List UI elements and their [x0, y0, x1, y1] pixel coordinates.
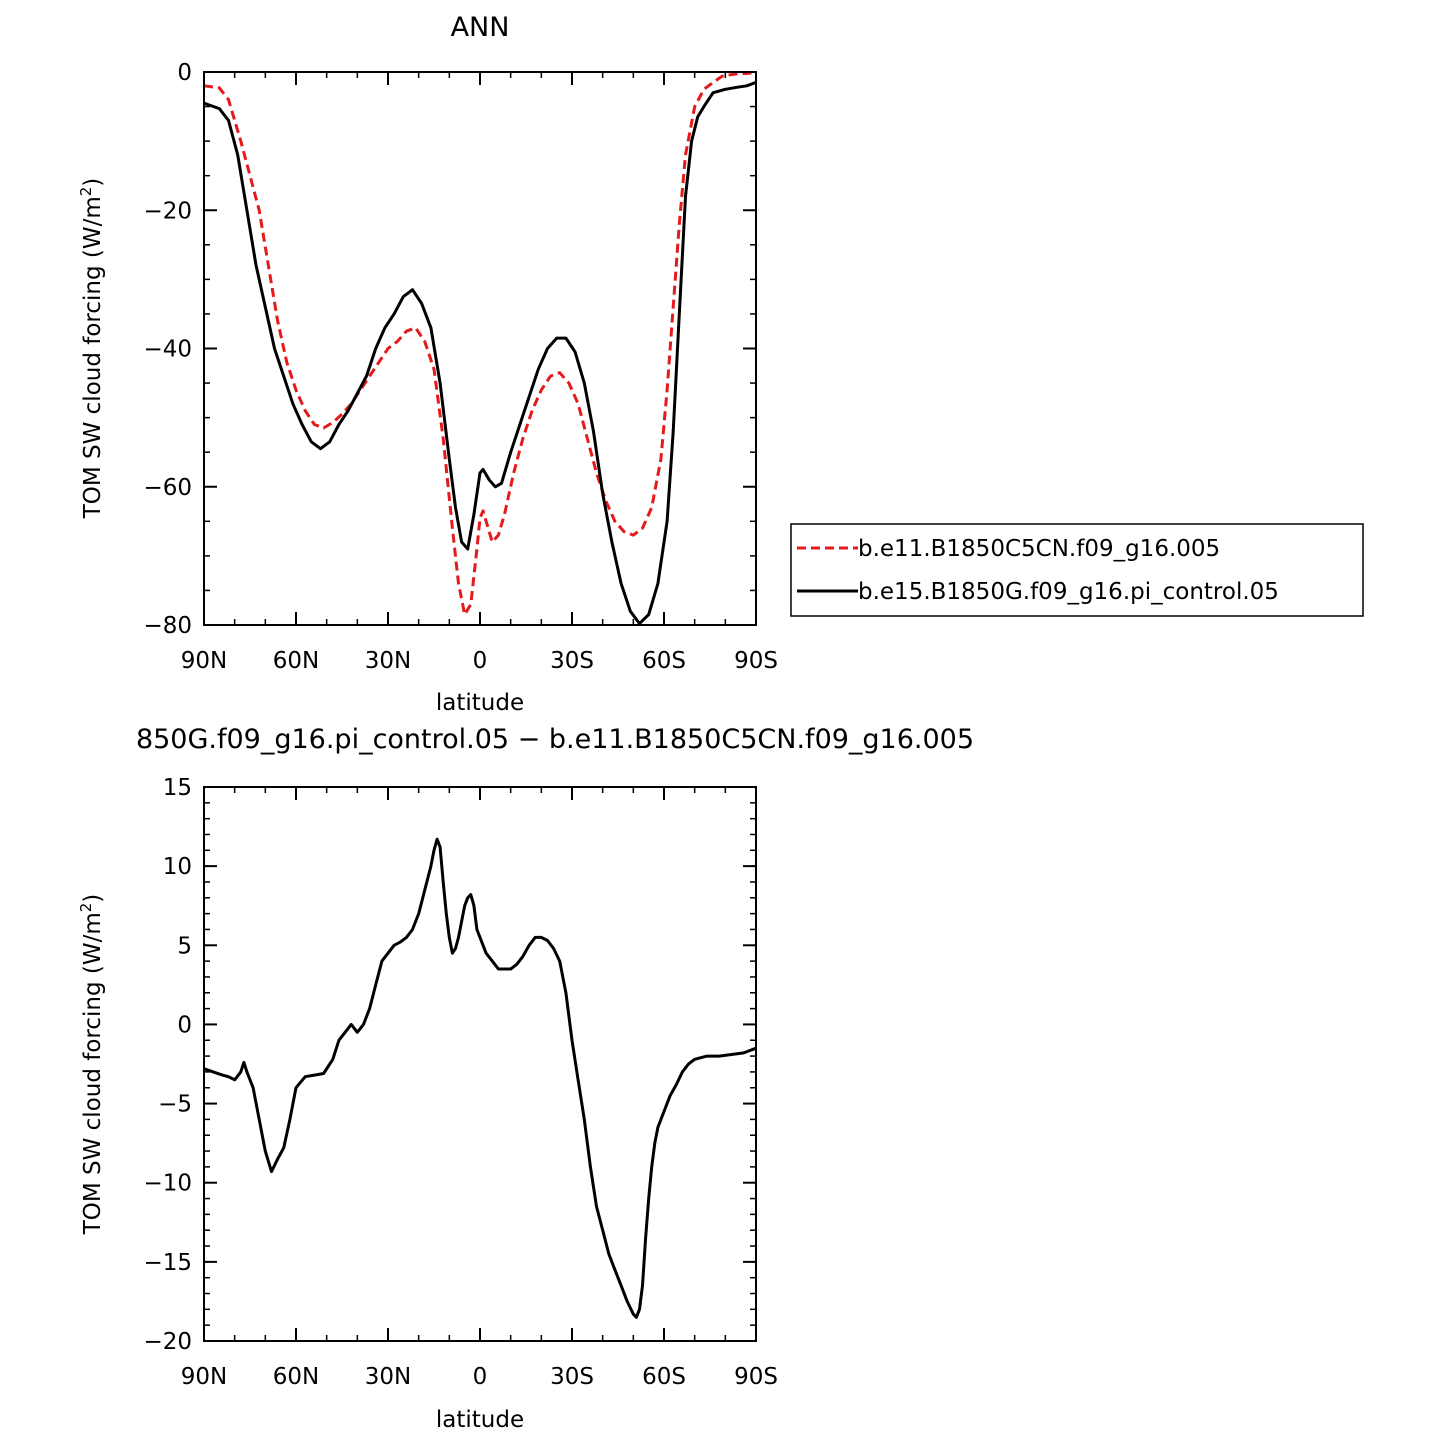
- y-tick-label: 0: [177, 60, 192, 86]
- bottom-panel-series: [203, 837, 757, 1319]
- y-tick-label: −5: [158, 1092, 192, 1118]
- top-ylabel-close: ): [80, 178, 106, 187]
- top-panel-ylabel: TOM SW cloud forcing (W/m2): [77, 178, 106, 520]
- x-tick-label: 90N: [181, 648, 227, 674]
- y-tick-label: 0: [177, 1012, 192, 1038]
- y-tick-label: 10: [163, 854, 192, 880]
- legend: b.e11.B1850C5CN.f09_g16.005 b.e15.B1850G…: [790, 523, 1364, 617]
- y-tick-label: −40: [143, 337, 192, 363]
- x-tick-label: 30N: [365, 648, 411, 674]
- y-tick-label: 5: [177, 933, 192, 959]
- y-tick-label: −10: [143, 1171, 192, 1197]
- x-tick-label: 60S: [642, 1364, 686, 1390]
- y-tick-label: −15: [143, 1250, 192, 1276]
- bottom-ylabel-main: TOM SW cloud forcing (W/m: [80, 912, 106, 1235]
- bottom-ylabel-close: ): [80, 894, 106, 903]
- x-tick-label: 90N: [181, 1364, 227, 1390]
- x-tick-label: 90S: [734, 1364, 778, 1390]
- top-ylabel-sup: 2: [77, 187, 95, 197]
- series-line-0: [203, 71, 757, 617]
- y-tick-label: −20: [143, 1329, 192, 1355]
- bottom-panel-ticks: [203, 786, 757, 1342]
- y-tick-label: −20: [143, 198, 192, 224]
- x-tick-label: 60S: [642, 648, 686, 674]
- x-tick-label: 30S: [550, 648, 594, 674]
- series-line-1: [203, 80, 757, 626]
- top-panel: ANN 90N 60N 30N 0 30S 60S 90S 0 −20 −40 −60 −80 lat…: [77, 12, 1364, 716]
- bottom-panel-frame: [203, 786, 757, 1342]
- bottom-ylabel-sup: 2: [77, 903, 95, 913]
- x-tick-label: 60N: [273, 648, 319, 674]
- legend-box: [790, 523, 1364, 617]
- bottom-panel: 850G.f09_g16.pi_control.05 − b.e11.B1850…: [77, 724, 974, 1433]
- x-tick-label: 0: [473, 1364, 488, 1390]
- x-tick-label: 60N: [273, 1364, 319, 1390]
- y-tick-label: −80: [143, 613, 192, 639]
- legend-label-1: b.e15.B1850G.f09_g16.pi_control.05: [858, 579, 1279, 605]
- bottom-panel-title: 850G.f09_g16.pi_control.05 − b.e11.B1850…: [136, 724, 974, 755]
- top-panel-frame: [203, 71, 757, 626]
- x-tick-label: 90S: [734, 648, 778, 674]
- top-panel-xlabel: latitude: [436, 690, 524, 716]
- y-tick-label: 15: [163, 775, 192, 801]
- y-tick-label: −60: [143, 475, 192, 501]
- bottom-panel-xlabel: latitude: [436, 1407, 524, 1433]
- x-tick-label: 30S: [550, 1364, 594, 1390]
- top-panel-ticks: [203, 71, 757, 626]
- bottom-panel-tick-labels: 90N 60N 30N 0 30S 60S 90S 15 10 5 0 −5 −10 −15 −20: [143, 775, 777, 1390]
- top-panel-title: ANN: [451, 12, 510, 43]
- series-line-0: [203, 837, 757, 1319]
- top-panel-series: [203, 71, 757, 626]
- legend-label-0: b.e11.B1850C5CN.f09_g16.005: [858, 536, 1220, 562]
- top-panel-tick-labels: 90N 60N 30N 0 30S 60S 90S 0 −20 −40 −60 −80: [143, 60, 777, 674]
- x-tick-label: 30N: [365, 1364, 411, 1390]
- top-ylabel-main: TOM SW cloud forcing (W/m: [80, 196, 106, 519]
- x-tick-label: 0: [473, 648, 488, 674]
- bottom-panel-ylabel: TOM SW cloud forcing (W/m2): [77, 894, 106, 1236]
